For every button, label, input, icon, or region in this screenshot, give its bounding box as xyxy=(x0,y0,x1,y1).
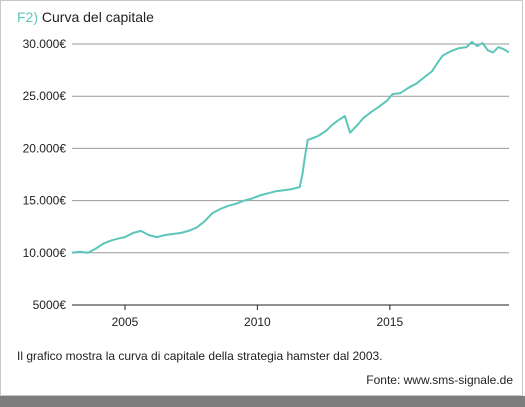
title-text: Curva del capitale xyxy=(41,9,154,25)
chart-title: F2) Curva del capitale xyxy=(17,9,154,25)
title-prefix: F2) xyxy=(17,9,38,25)
x-tick-label-0: 2005 xyxy=(112,315,139,329)
series-line-0 xyxy=(71,40,510,254)
y-tick-label-4: 10.000€ xyxy=(23,246,67,260)
y-tick-label-1: 25.000€ xyxy=(23,89,67,103)
y-tick-label-3: 15.000€ xyxy=(23,194,67,208)
y-tick-label-5: 5000€ xyxy=(33,298,67,312)
chart-caption: Il grafico mostra la curva di capitale d… xyxy=(17,349,383,363)
x-tick-label-2: 2015 xyxy=(376,315,403,329)
grid-lines xyxy=(72,43,509,254)
y-tick-label-0: 30.000€ xyxy=(23,37,67,51)
source-credit: Fonte: www.sms-signale.de xyxy=(366,373,513,387)
bottom-bar xyxy=(0,396,525,407)
y-tick-labels: 30.000€ 25.000€ 20.000€ 15.000€ 10.000€ 5000€ xyxy=(23,37,67,312)
x-axis: 2005 2010 2015 xyxy=(72,304,509,329)
y-tick-label-2: 20.000€ xyxy=(23,141,67,155)
series-group xyxy=(71,40,510,254)
x-tick-label-1: 2010 xyxy=(244,315,271,329)
